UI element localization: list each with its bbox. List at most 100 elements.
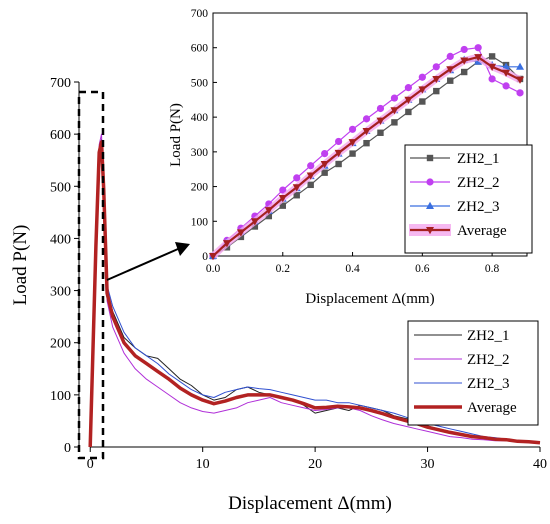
inset-point-average [376, 117, 385, 125]
inset-legend-marker [426, 154, 434, 162]
inset-point-zh2-1 [321, 169, 328, 176]
inset-point-zh2-2 [293, 174, 301, 182]
inset-legend-marker [426, 178, 434, 186]
main-y-tick-label: 700 [50, 76, 71, 91]
main-y-tick-label: 300 [50, 285, 71, 300]
inset-legend-label: ZH2_2 [457, 175, 500, 191]
inset-y-label-text: Load P(N) [168, 103, 184, 167]
inset-y-ticks: 0 100 200 300 400 500 600 700 [191, 8, 217, 263]
inset-x-tick-label: 0.8 [485, 263, 500, 275]
inset-y-label: Load P(N) [168, 103, 184, 167]
inset-point-zh2-2 [418, 73, 426, 81]
main-legend: ZH2_1 ZH2_2 ZH2_3 Average [407, 320, 539, 426]
inset-legend-marker [426, 227, 434, 235]
inset-point-zh2-2 [307, 162, 315, 170]
inset-x-tick-label: 0.4 [345, 263, 360, 275]
main-x-tick-label: 40 [533, 457, 547, 472]
inset-point-zh2-1 [461, 68, 468, 76]
inset-point-zh2-1 [279, 202, 286, 209]
inset-point-average [334, 149, 343, 158]
inset-point-zh2-2 [404, 84, 412, 92]
main-legend-label: ZH2_1 [467, 328, 510, 344]
inset-point-zh2-1 [488, 53, 496, 60]
inset-point-zh2-1 [335, 160, 342, 168]
inset-point-average [292, 184, 301, 192]
main-x-ticks: 0 10 20 30 40 [87, 447, 547, 472]
zoom-arrow [106, 242, 190, 281]
inset-point-zh2-2 [460, 45, 468, 54]
inset-point-zh2-1 [237, 233, 245, 241]
inset-point-zh2-1 [251, 223, 259, 230]
inset-x-label: Displacement Δ(mm) [305, 291, 434, 307]
main-y-tick-label: 500 [50, 180, 71, 195]
inset-point-zh2-2 [516, 89, 524, 97]
main-chart: 0 10 20 30 40 0 100 200 300 400 500 600 700 Displac… [10, 76, 547, 514]
inset-point-zh2-2 [348, 125, 357, 133]
inset-point-zh2-2 [502, 82, 510, 90]
inset-point-zh2-1 [391, 119, 398, 126]
inset-point-average [250, 218, 259, 226]
main-y-tick-label: 0 [64, 441, 71, 456]
inset-point-zh2-2 [279, 186, 287, 194]
inset-point-average [320, 161, 329, 169]
inset-legend-label: ZH2_1 [457, 151, 500, 167]
inset-point-zh2-1 [419, 98, 426, 105]
zoom-region-box [77, 90, 105, 460]
main-y-tick-label: 100 [50, 389, 71, 404]
inset-legend-marker [426, 201, 434, 209]
inset-point-average [432, 75, 441, 84]
inset-legend-label: ZH2_3 [457, 199, 500, 215]
inset-point-zh2-2 [321, 149, 329, 158]
inset-point-average [348, 139, 357, 147]
inset-point-zh2-3 [516, 62, 525, 70]
main-y-tick-label: 200 [50, 337, 71, 352]
main-series-line-zh2-2 [89, 133, 541, 448]
main-y-label-text: Load P(N) [10, 225, 31, 306]
inset-point-average [306, 172, 315, 180]
inset-point-average [446, 66, 455, 74]
inset-y-tick-label: 200 [191, 182, 209, 194]
inset-legend: ZH2_1 ZH2_2 ZH2_3 Average [404, 144, 533, 254]
inset-point-zh2-1 [405, 108, 412, 116]
main-legend-label: Average [467, 400, 517, 416]
inset-point-zh2-1 [377, 129, 384, 136]
inset-point-zh2-2 [446, 52, 454, 60]
inset-y-tick-label: 0 [202, 251, 208, 263]
inset-point-average [418, 86, 427, 94]
inset-point-average [390, 107, 399, 115]
inset-point-zh2-1 [307, 181, 314, 189]
inset-point-zh2-2 [432, 63, 440, 71]
inset-point-average [209, 253, 217, 261]
main-series-line-average [88, 140, 541, 448]
main-series-line-zh2-3 [89, 149, 541, 448]
inset-y-tick-label: 300 [191, 147, 209, 159]
main-x-tick-label: 0 [87, 457, 94, 472]
inset-x-tick-label: 0.2 [276, 263, 291, 275]
main-x-tick-label: 20 [308, 457, 322, 472]
inset-y-tick-label: 400 [191, 112, 209, 124]
inset-point-zh2-1 [293, 192, 300, 199]
inset-y-tick-label: 100 [191, 216, 209, 228]
inset-point-zh2-1 [433, 87, 440, 95]
inset-point-average [516, 76, 525, 84]
inset-point-zh2-2 [362, 115, 371, 123]
main-x-label: Displacement Δ(mm) [228, 493, 392, 514]
main-series [88, 133, 541, 448]
inset-point-average [502, 69, 511, 77]
inset-chart: 0.0 0.2 0.4 0.6 0.8 0 100 200 300 400 500 600 700 D… [168, 8, 533, 307]
inset-point-average [488, 63, 497, 72]
main-legend-label: ZH2_3 [467, 376, 510, 392]
inset-y-tick-label: 700 [191, 8, 209, 20]
main-legend-label: ZH2_2 [467, 352, 510, 368]
main-x-tick-label: 30 [421, 457, 435, 472]
inset-series-markers-average [209, 54, 525, 261]
inset-point-zh2-2 [335, 137, 343, 146]
main-x-tick-label: 10 [196, 457, 210, 472]
inset-point-average [236, 229, 245, 237]
inset-point-zh2-2 [390, 94, 399, 102]
inset-point-average [362, 128, 371, 136]
main-x-label-text: Displacement Δ(mm) [228, 493, 392, 514]
main-y-ticks: 0 100 200 300 400 500 600 700 [50, 76, 79, 456]
inset-point-zh2-3 [502, 62, 511, 70]
